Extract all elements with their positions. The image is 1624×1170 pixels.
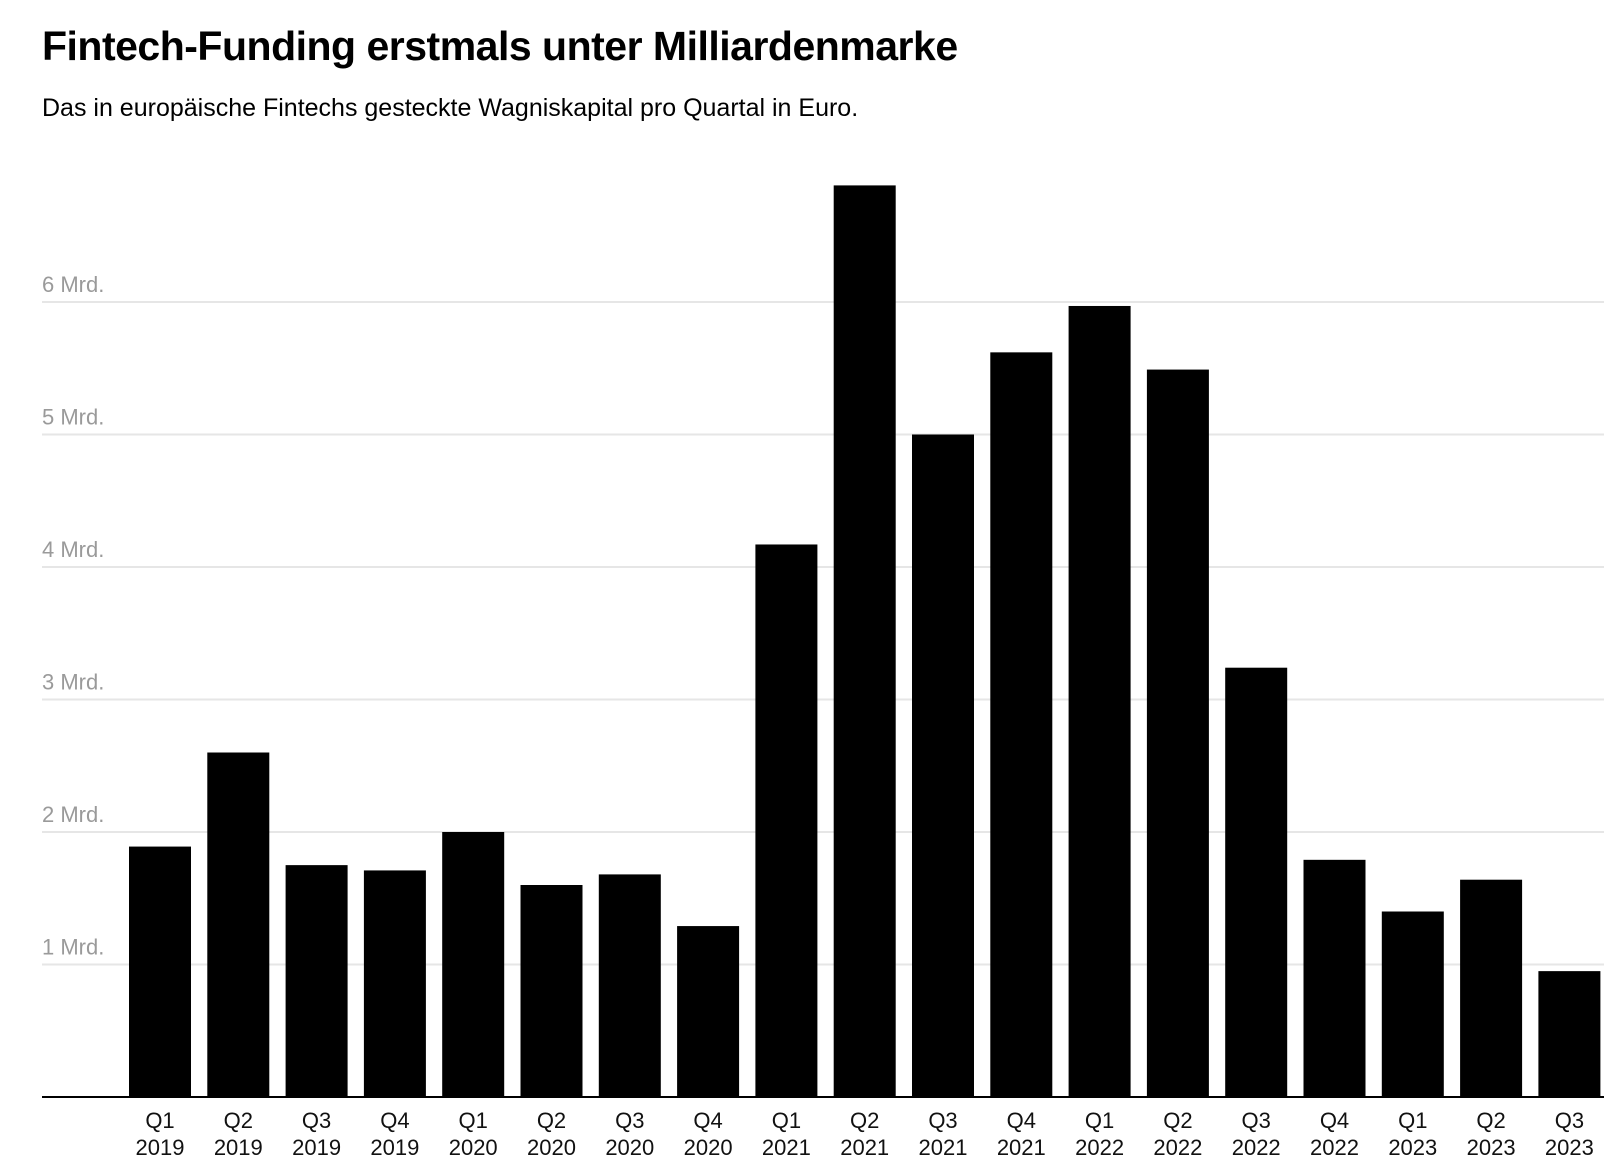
x-tick-year: 2020: [449, 1135, 498, 1160]
x-tick-label: Q1 2021: [762, 1108, 811, 1160]
bar: [207, 752, 270, 1097]
y-tick-label: 6 Mrd.: [42, 272, 104, 297]
x-tick-quarter: Q2: [224, 1108, 253, 1133]
x-tick-quarter: Q4: [1320, 1108, 1349, 1133]
bar: [285, 865, 348, 1097]
x-tick-year: 2020: [527, 1135, 576, 1160]
x-tick-label: Q3 2020: [605, 1108, 654, 1160]
y-tick-label: 3 Mrd.: [42, 670, 104, 695]
x-tick-quarter: Q2: [850, 1108, 879, 1133]
x-tick-label: Q2 2022: [1153, 1108, 1202, 1160]
x-tick-quarter: Q2: [1163, 1108, 1192, 1133]
x-tick-year: 2020: [684, 1135, 733, 1160]
x-tick-year: 2019: [214, 1135, 263, 1160]
x-tick-year: 2022: [1153, 1135, 1202, 1160]
x-tick-quarter: Q4: [380, 1108, 409, 1133]
x-tick-year: 2019: [292, 1135, 341, 1160]
x-tick-quarter: Q3: [1555, 1108, 1584, 1133]
x-tick-label: Q2 2019: [214, 1108, 263, 1160]
x-tick-year: 2019: [370, 1135, 419, 1160]
x-tick-quarter: Q4: [1007, 1108, 1036, 1133]
bar: [1538, 971, 1601, 1097]
x-tick-quarter: Q3: [1242, 1108, 1271, 1133]
x-tick-label: Q4 2019: [370, 1108, 419, 1160]
gridlines: [42, 301, 1604, 966]
y-tick-label: 5 Mrd.: [42, 405, 104, 430]
x-tick-label: Q3 2019: [292, 1108, 341, 1160]
chart-subtitle: Das in europäische Fintechs gesteckte Wa…: [42, 94, 859, 122]
bar: [1303, 859, 1366, 1097]
x-tick-label: Q4 2020: [684, 1108, 733, 1160]
x-tick-label: Q3 2021: [919, 1108, 968, 1160]
x-tick-year: 2021: [840, 1135, 889, 1160]
bar: [1381, 911, 1444, 1097]
x-tick-quarter: Q1: [1085, 1108, 1114, 1133]
bar: [363, 870, 426, 1097]
x-tick-year: 2019: [136, 1135, 185, 1160]
x-tick-year: 2021: [762, 1135, 811, 1160]
y-tick-label: 1 Mrd.: [42, 935, 104, 960]
bar: [442, 832, 505, 1097]
x-tick-label: Q1 2023: [1388, 1108, 1437, 1160]
x-tick-year: 2020: [605, 1135, 654, 1160]
y-tick-label: 4 Mrd.: [42, 537, 104, 562]
bar: [990, 352, 1053, 1098]
bar: [598, 874, 661, 1097]
tick-labels: 1 Mrd.2 Mrd.3 Mrd.4 Mrd.5 Mrd.6 Mrd.Q1 20…: [42, 272, 1594, 1160]
x-tick-label: Q2 2021: [840, 1108, 889, 1160]
x-tick-year: 2022: [1310, 1135, 1359, 1160]
bars: [129, 185, 1601, 1098]
x-tick-quarter: Q3: [928, 1108, 957, 1133]
x-tick-year: 2021: [997, 1135, 1046, 1160]
x-tick-year: 2023: [1467, 1135, 1516, 1160]
x-tick-quarter: Q1: [459, 1108, 488, 1133]
x-tick-label: Q2 2023: [1467, 1108, 1516, 1160]
bar: [129, 846, 191, 1097]
x-tick-label: Q2 2020: [527, 1108, 576, 1160]
x-tick-quarter: Q1: [145, 1108, 174, 1133]
x-tick-year: 2022: [1075, 1135, 1124, 1160]
x-tick-year: 2021: [919, 1135, 968, 1160]
bar: [1460, 879, 1523, 1097]
x-tick-label: Q1 2019: [136, 1108, 185, 1160]
x-tick-quarter: Q1: [1398, 1108, 1427, 1133]
x-tick-quarter: Q2: [1476, 1108, 1505, 1133]
bar: [1225, 667, 1288, 1097]
x-tick-label: Q1 2022: [1075, 1108, 1124, 1160]
bar: [833, 185, 896, 1097]
x-tick-year: 2023: [1545, 1135, 1594, 1160]
x-tick-quarter: Q3: [615, 1108, 644, 1133]
x-tick-label: Q3 2022: [1232, 1108, 1281, 1160]
x-tick-label: Q3 2023: [1545, 1108, 1594, 1160]
bar: [677, 926, 740, 1097]
bar: [1068, 305, 1131, 1098]
x-tick-year: 2023: [1388, 1135, 1437, 1160]
x-tick-quarter: Q2: [537, 1108, 566, 1133]
x-tick-label: Q4 2022: [1310, 1108, 1359, 1160]
bar: [912, 434, 974, 1097]
x-tick-quarter: Q3: [302, 1108, 331, 1133]
y-tick-label: 2 Mrd.: [42, 802, 104, 827]
bar: [1146, 369, 1209, 1097]
x-tick-label: Q1 2020: [449, 1108, 498, 1160]
bar: [520, 885, 583, 1097]
x-tick-quarter: Q4: [693, 1108, 722, 1133]
x-tick-year: 2022: [1232, 1135, 1281, 1160]
x-tick-label: Q4 2021: [997, 1108, 1046, 1160]
x-tick-quarter: Q1: [772, 1108, 801, 1133]
bar: [755, 544, 818, 1097]
chart-title: Fintech-Funding erstmals unter Milliarde…: [42, 23, 958, 69]
